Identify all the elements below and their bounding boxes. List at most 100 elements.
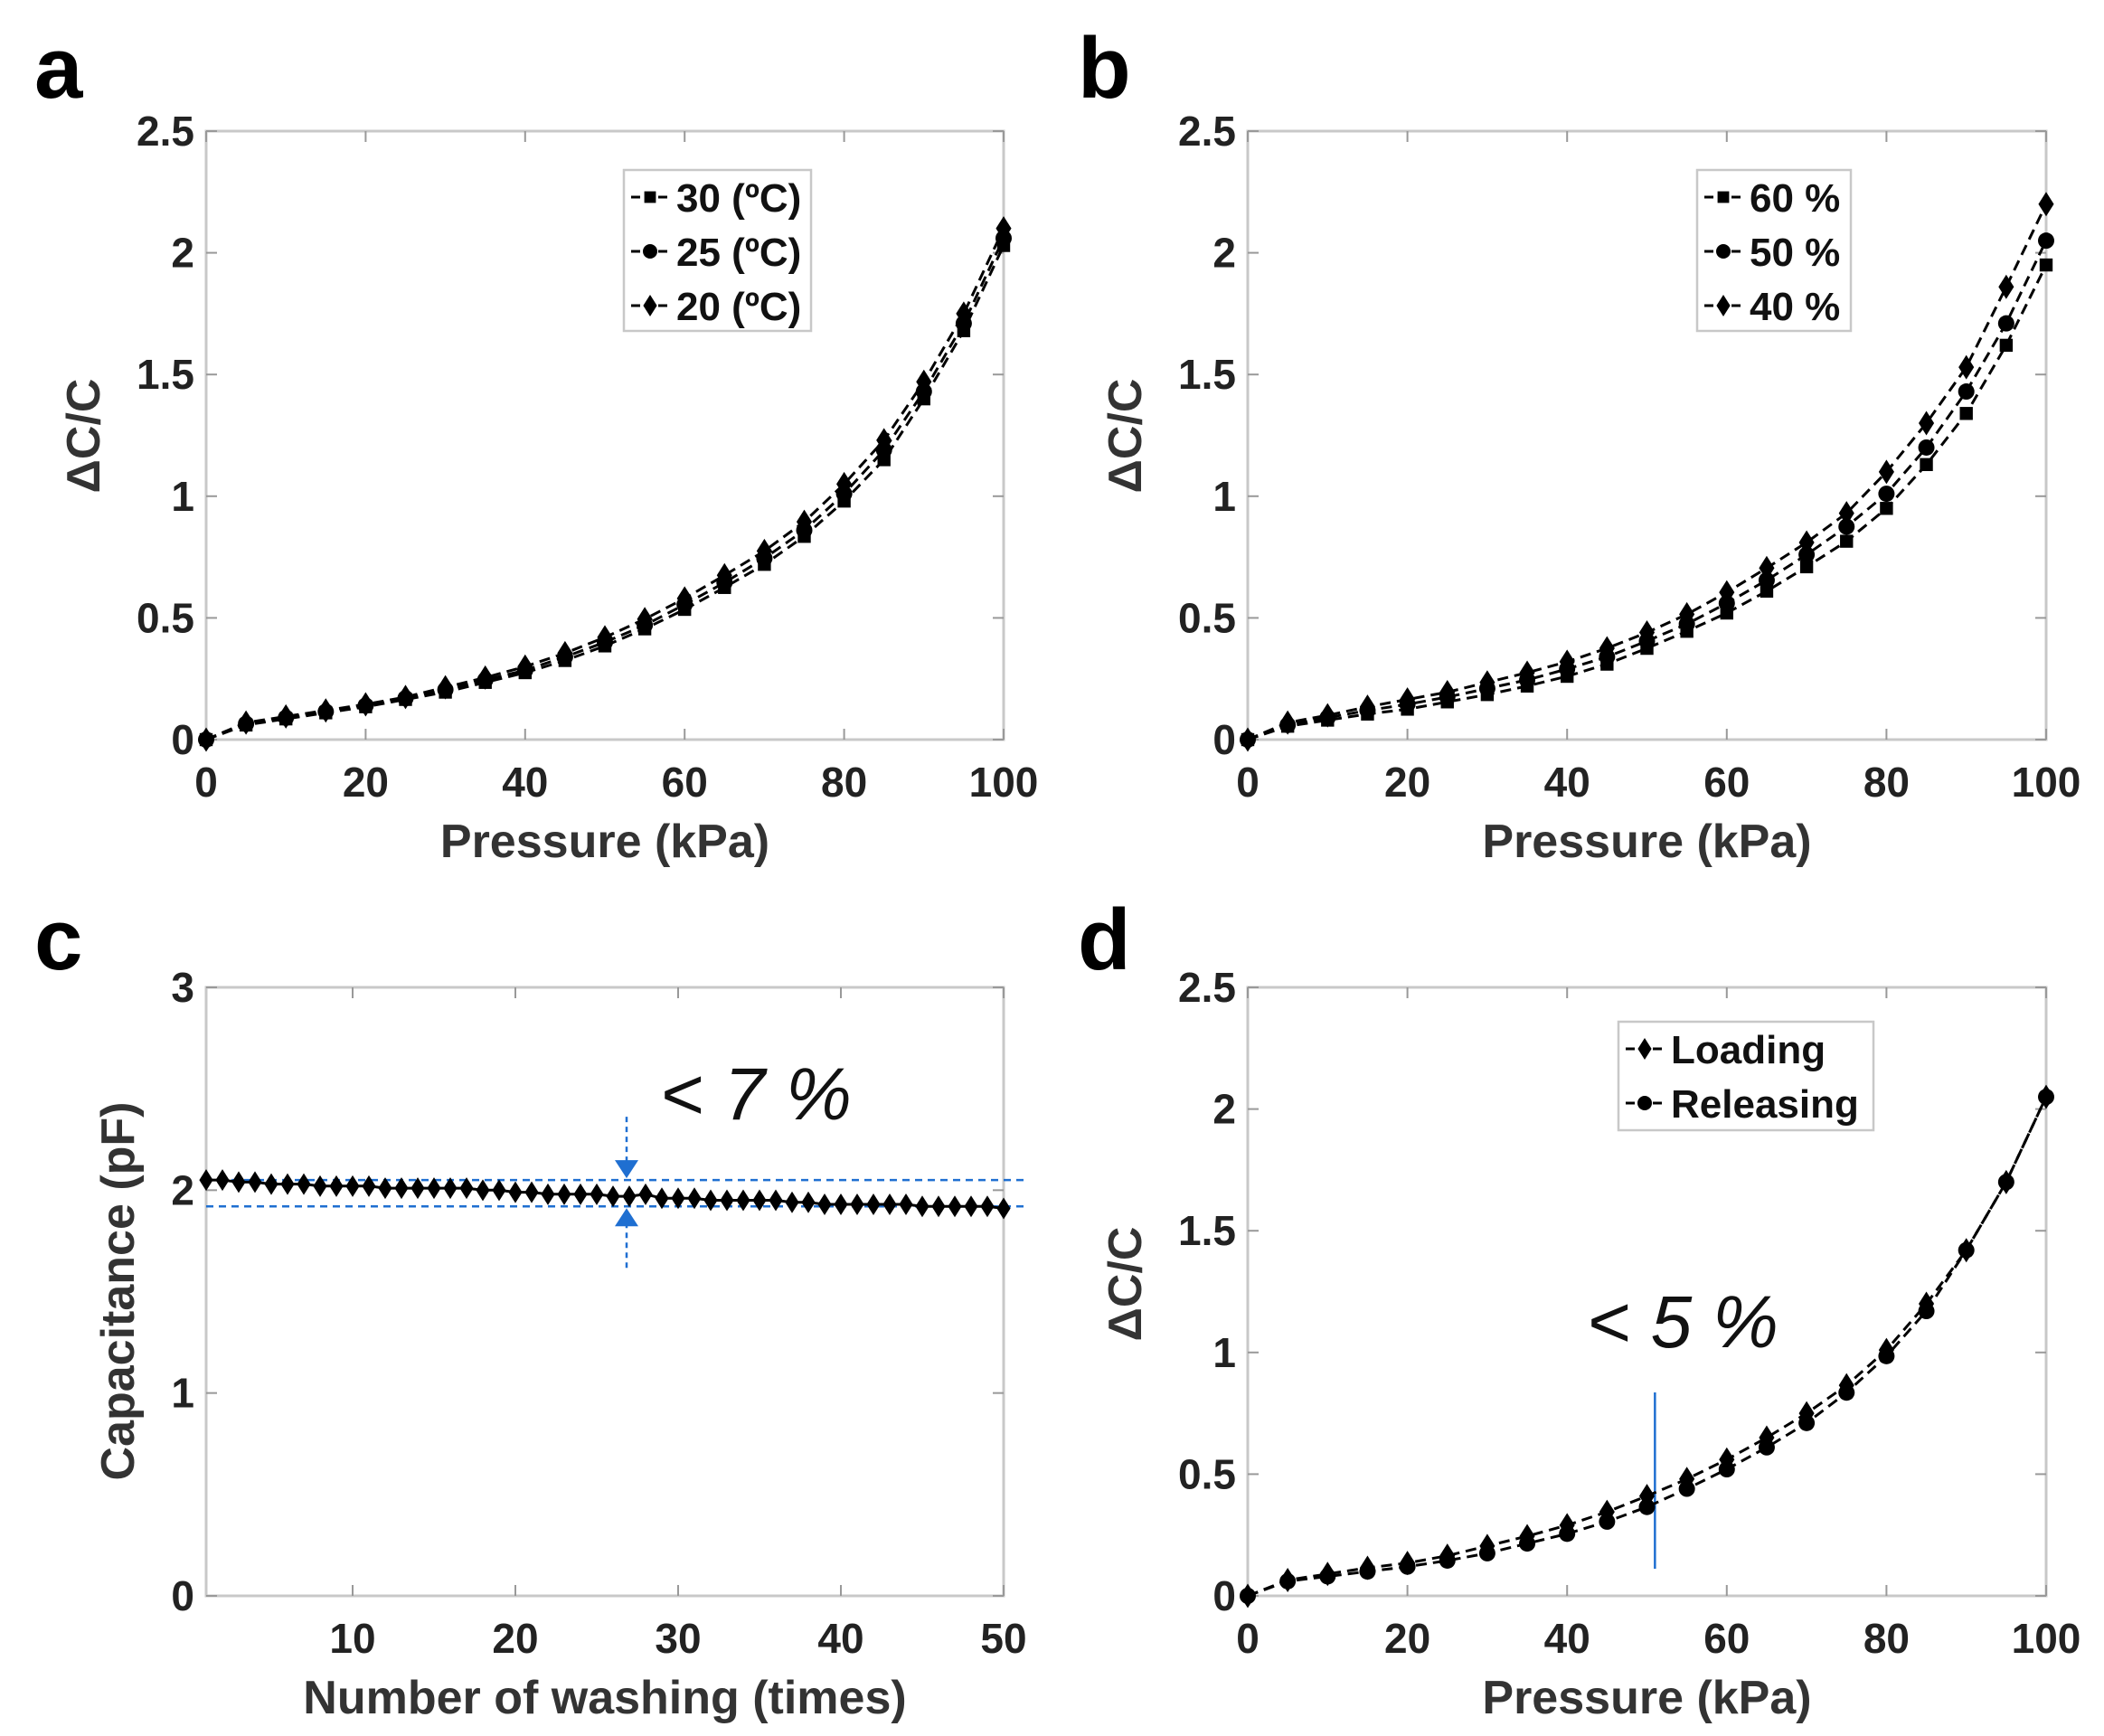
data-point	[459, 1177, 474, 1200]
data-point	[1240, 1588, 1256, 1604]
data-point	[1880, 502, 1893, 515]
data-point	[1878, 486, 1895, 503]
data-point	[801, 1191, 816, 1213]
series-line	[205, 244, 1005, 741]
chart-panel-a: a 0 0.5 1 1.5 2 2.5 0 20 40 60 80 100 Pressure (kPa) Δ…	[34, 20, 1038, 868]
data-point	[541, 1183, 555, 1205]
plot-frame	[204, 986, 1005, 1598]
data-point	[769, 1189, 783, 1212]
y-tick-label: 1	[1212, 1329, 1236, 1376]
data-point	[817, 1194, 832, 1216]
arrow-up-icon	[615, 1208, 638, 1227]
data-point	[1599, 1513, 1616, 1530]
y-tick-label: 0.5	[137, 594, 194, 641]
legend-label: 60 %	[1750, 176, 1840, 221]
data-point	[637, 607, 653, 632]
data-point	[410, 1177, 425, 1200]
y-tick-label: 2.5	[137, 108, 194, 155]
data-point	[231, 1171, 246, 1194]
data-point	[1998, 274, 2014, 299]
data-point	[557, 1183, 571, 1205]
data-point	[1997, 315, 2014, 332]
data-point	[508, 1181, 523, 1203]
data-point	[2038, 192, 2054, 217]
data-point	[980, 1195, 995, 1218]
data-point	[1439, 1552, 1456, 1569]
y-tick-label: 2.5	[1178, 108, 1236, 155]
x-axis-title: Pressure (kPa)	[1482, 1672, 1811, 1724]
legend-marker-icon	[644, 191, 656, 203]
x-tick-label: 60	[662, 759, 708, 806]
data-point	[297, 1173, 311, 1195]
y-tick-label: 0	[1212, 716, 1236, 763]
legend-label: 30 (ºC)	[676, 176, 801, 221]
data-point	[1559, 649, 1575, 675]
data-point	[597, 625, 613, 650]
x-axis-title: Pressure (kPa)	[1482, 816, 1811, 868]
data-point	[1240, 727, 1256, 752]
y-tick-label: 1	[1212, 473, 1236, 520]
data-point	[1758, 1439, 1775, 1456]
x-tick-label: 60	[1703, 759, 1750, 806]
data-point	[1918, 1303, 1935, 1320]
legend-label: 25 (ºC)	[676, 231, 801, 275]
data-point	[756, 538, 772, 563]
data-point	[477, 665, 494, 690]
chart-panel-d: d 0 0.5 1 1.5 2 2.5 0 20 40 60 80 100 Pressure (kPa) Δ…	[1078, 892, 2080, 1724]
x-tick-label: 50	[980, 1615, 1026, 1662]
data-point	[606, 1185, 620, 1208]
y-tick-label: 0.5	[1178, 594, 1236, 641]
legend: 60 % 50 % 40 %	[1695, 168, 1853, 333]
y-tick-label: 1	[171, 473, 194, 520]
data-point	[1919, 410, 1935, 436]
data-point	[280, 1173, 295, 1195]
y-axis-title: ΔC/C	[58, 379, 110, 494]
x-tick-label: 60	[1703, 1615, 1750, 1662]
legend-marker-icon	[1637, 1096, 1652, 1110]
data-point	[1959, 407, 1973, 420]
data-point	[1559, 1525, 1576, 1543]
data-point	[1798, 1414, 1816, 1431]
data-point	[1400, 687, 1416, 712]
data-point	[948, 1195, 962, 1218]
data-point	[1920, 458, 1933, 472]
y-axis-title: Capacitance (pF)	[92, 1102, 145, 1481]
y-tick-label: 2	[171, 1166, 194, 1213]
panel-label-c: c	[34, 892, 82, 988]
data-point	[1999, 338, 2014, 353]
x-tick-label: 10	[329, 1615, 375, 1662]
data-point	[238, 710, 254, 735]
data-point	[1678, 1480, 1695, 1497]
data-point	[317, 698, 334, 723]
x-axis-title: Number of washing (times)	[303, 1672, 906, 1724]
data-point	[1599, 636, 1615, 661]
data-point	[671, 1187, 685, 1210]
data-point	[357, 692, 373, 717]
legend-marker-icon	[1716, 244, 1731, 259]
data-point	[736, 1189, 750, 1212]
legend-marker-icon	[1716, 295, 1731, 316]
y-tick-label: 0	[1212, 1572, 1236, 1619]
data-point	[1638, 1498, 1656, 1515]
x-tick-label: 80	[1863, 1615, 1910, 1662]
data-point	[1359, 694, 1375, 720]
data-point	[557, 640, 573, 665]
data-point	[215, 1169, 230, 1192]
data-point	[622, 1185, 637, 1208]
y-tick-label: 0	[171, 716, 194, 763]
data-point	[1958, 354, 1975, 380]
data-point	[1359, 1563, 1376, 1580]
data-point	[362, 1175, 376, 1197]
x-tick-label: 80	[1863, 759, 1910, 806]
y-tick-label: 1.5	[1178, 351, 1236, 398]
data-point	[1478, 1544, 1495, 1561]
data-point	[876, 428, 892, 453]
data-point	[1279, 710, 1296, 735]
legend-label: Releasing	[1671, 1082, 1859, 1127]
x-tick-label: 20	[343, 759, 389, 806]
data-point	[2038, 1089, 2054, 1106]
y-tick-label: 2	[1212, 1086, 1236, 1133]
data-point	[1838, 501, 1854, 526]
x-tick-label: 20	[1384, 1615, 1430, 1662]
